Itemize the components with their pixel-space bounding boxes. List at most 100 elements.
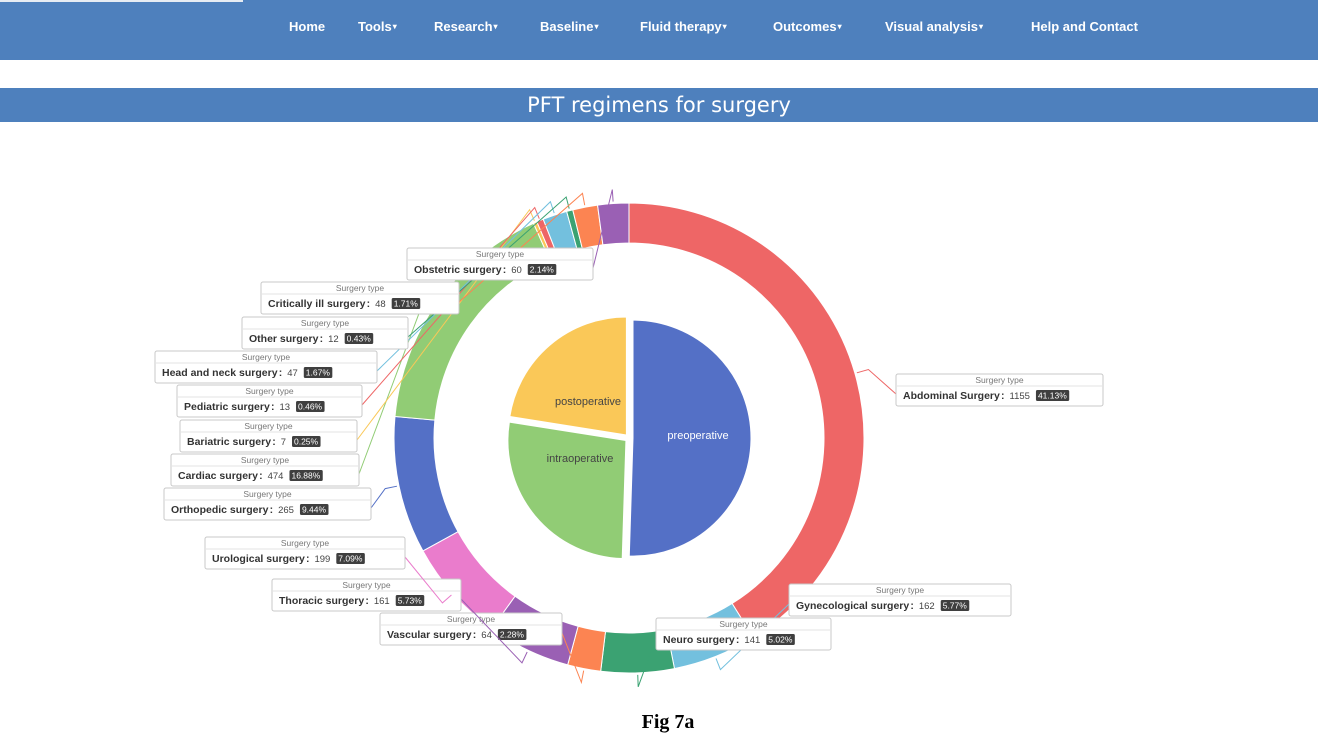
percent-badge [289,470,323,481]
slice-name: Cardiac surgery [178,470,258,482]
slice-percent: 16.88% [291,471,320,481]
slice-name: Obstetric surgery [414,264,502,276]
percent-badge [336,553,365,564]
slice-label-header: Surgery type [975,375,1023,385]
inner-slice-preoperative[interactable] [628,319,752,557]
nav-item-tools[interactable]: Tools▾ [358,19,397,34]
percent-badge [296,401,325,412]
slice-percent: 2.14% [530,265,555,275]
slice-label-header: Surgery type [447,614,495,624]
slice-percent: 41.13% [1038,391,1067,401]
slice-label-obstetric-surgery: Surgery type Obstetric surgery:60 2.14% [406,247,594,281]
slice-colon: : [320,333,324,345]
slice-label-bariatric-surgery: Surgery type Bariatric surgery:7 0.25% [179,419,358,453]
nav-item-research[interactable]: Research▾ [434,19,498,34]
slice-colon: : [503,264,507,276]
top-navbar: Home Tools▾ Research▾ Baseline▾ Fluid therap… [0,0,1318,60]
slice-value: 141 [744,635,760,646]
label-leader-line [637,637,657,688]
slice-value: 161 [374,596,390,607]
slice-percent: 2.28% [500,630,525,640]
slice-label-header: Surgery type [301,318,349,328]
slice-label-critically-ill-surgery: Surgery type Critically ill surgery:48 1.7… [260,281,460,315]
nav-item-fluid-therapy[interactable]: Fluid therapy▾ [640,19,727,34]
nav-item-help-and-contact[interactable]: Help and Contact [1031,19,1138,34]
slice-colon: : [736,634,740,646]
nav-item-label: Outcomes [773,19,837,34]
label-leader-line [370,485,398,509]
slice-colon: : [473,629,477,641]
slice-label-thoracic-surgery: Surgery type Thoracic surgery:161 5.73% [271,578,462,612]
slice-name: Gynecological surgery [796,600,909,612]
label-leader-line [460,598,528,664]
label-leader-line [361,206,540,406]
nav-item-outcomes[interactable]: Outcomes▾ [773,19,842,34]
slice-label-neuro-surgery: Surgery type Neuro surgery:141 5.02% [655,617,832,651]
chevron-down-icon: ▾ [493,22,498,31]
slice-colon: : [306,553,310,565]
slice-name: Vascular surgery [387,629,472,641]
slice-colon: : [279,367,283,379]
slice-value: 1155 [1010,391,1030,402]
slice-name: Neuro surgery [663,634,735,646]
chevron-down-icon: ▾ [722,22,727,31]
browser-tab-edge [0,0,243,2]
chevron-down-icon: ▾ [979,22,984,31]
inner-slice-intraoperative[interactable] [507,421,627,560]
percent-badge [299,504,329,515]
slice-percent: 1.71% [394,299,419,309]
label-leader-line [404,556,452,604]
slice-value: 13 [279,402,290,413]
slice-name: Orthopedic surgery [171,504,269,516]
nav-item-visual-analysis[interactable]: Visual analysis▾ [885,19,983,34]
slice-name: Other surgery [249,333,319,345]
slice-value: 7 [281,437,286,448]
slice-value: 64 [481,630,492,641]
slice-label-cardiac-surgery: Surgery type Cardiac surgery:474 16.88% [170,453,360,487]
slice-label-head-and-neck-surgery: Surgery type Head and neck surgery:47 1.67… [154,350,378,384]
chevron-down-icon: ▾ [837,22,842,31]
nav-item-home[interactable]: Home [289,19,325,34]
slice-label-header: Surgery type [242,352,290,362]
percent-badge [527,264,557,275]
label-leader-line [356,208,535,441]
slice-value: 12 [328,334,339,345]
slice-percent: 0.43% [347,334,372,344]
chevron-down-icon: ▾ [392,22,397,31]
nav-item-baseline[interactable]: Baseline▾ [540,19,599,34]
slice-label-gynecological-surgery: Surgery type Gynecological surgery:162 5.7… [788,583,1012,617]
label-leader-line [856,368,897,395]
slice-percent: 5.73% [398,596,423,606]
figure-caption: Fig 7a [641,711,695,733]
surgery-type-donut-chart: preoperative intraoperative postoperative S… [154,189,1104,688]
slice-name: Thoracic surgery [279,595,364,607]
outer-slice-obstetric-surgery[interactable] [596,202,630,246]
slice-percent: 1.67% [306,368,331,378]
label-leader-line [561,632,585,685]
slice-value: 60 [511,265,522,276]
slice-name: Head and neck surgery [162,367,278,379]
nav-item-label: Visual analysis [885,19,978,34]
slice-label-header: Surgery type [245,386,293,396]
slice-name: Pediatric surgery [184,401,270,413]
percent-badge [940,600,970,611]
slice-label-header: Surgery type [719,619,767,629]
slice-percent: 9.44% [302,505,327,515]
percent-badge [344,333,374,344]
slice-label-orthopedic-surgery: Surgery type Orthopedic surgery:265 9.44% [163,487,372,521]
page-title: PFT regimens for surgery [527,93,791,117]
slice-value: 474 [268,471,284,482]
percent-badge [766,634,795,645]
slice-percent: 0.46% [298,402,323,412]
inner-slice-label: intraoperative [547,453,614,465]
outer-slice-orthopedic-surgery[interactable] [393,415,459,552]
slice-colon: : [367,298,371,310]
slice-colon: : [271,401,275,413]
slice-colon: : [365,595,369,607]
inner-slice-postoperative[interactable] [509,316,627,436]
slice-value: 48 [375,299,386,310]
slice-label-header: Surgery type [244,421,292,431]
percent-badge [391,298,421,309]
slice-label-header: Surgery type [342,580,390,590]
percent-badge [303,367,333,378]
